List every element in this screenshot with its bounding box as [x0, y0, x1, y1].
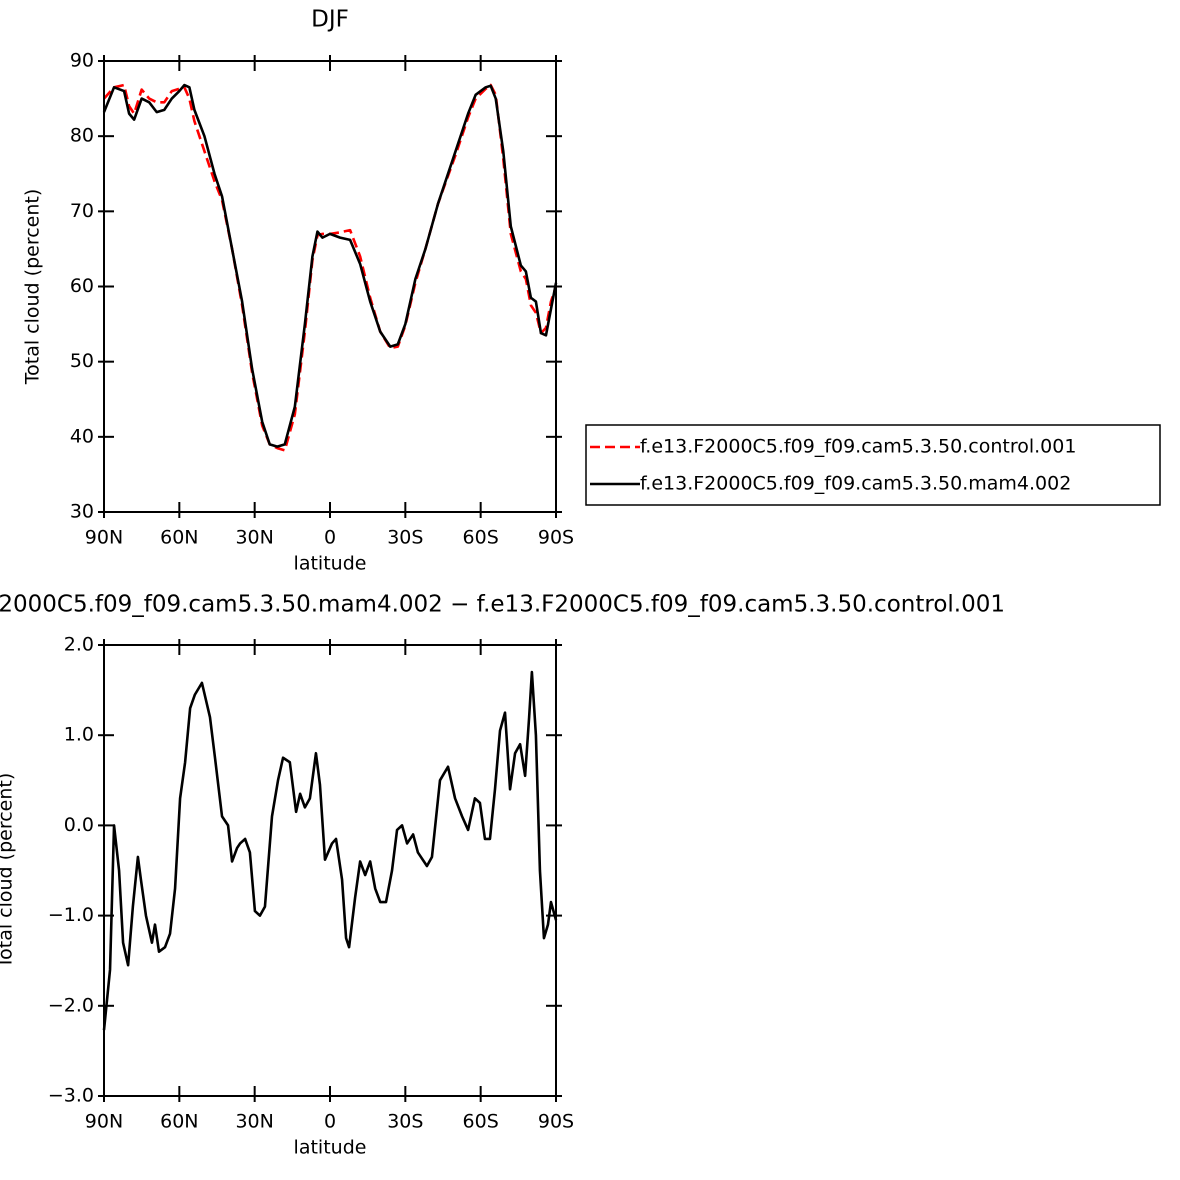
x-tick-label: 90S: [538, 1111, 574, 1133]
y-tick-label: 1.0: [64, 724, 94, 746]
x-axis-label: latitude: [294, 553, 367, 575]
chart-title: f.e13.F2000C5.f09_f09.cam5.3.50.mam4.002…: [0, 592, 1005, 618]
legend-box: [585, 424, 1161, 506]
plot-frame: [103, 644, 557, 1097]
data-line: [103, 83, 558, 452]
data-line: [102, 670, 558, 1031]
legend-label: f.e13.F2000C5.f09_f09.cam5.3.50.control.…: [640, 436, 1076, 458]
y-tick-label: 90: [70, 50, 94, 72]
y-tick-label: 40: [70, 425, 94, 447]
y-axis-label: Total cloud (percent): [0, 773, 17, 970]
x-tick-label: 30S: [387, 1111, 423, 1133]
x-tick-label: 30S: [387, 527, 423, 549]
y-tick-label: 60: [70, 275, 94, 297]
x-tick-label: 60N: [160, 527, 198, 549]
x-tick-label: 60S: [463, 1111, 499, 1133]
y-tick-label: 30: [70, 501, 94, 523]
y-tick-label: 50: [70, 350, 94, 372]
x-tick-label: 0: [324, 1111, 336, 1133]
x-tick-label: 60N: [160, 1111, 198, 1133]
plot-frame: [103, 60, 557, 513]
x-tick-label: 30N: [235, 527, 273, 549]
x-tick-label: 30N: [235, 1111, 273, 1133]
data-line: [102, 83, 558, 448]
chart-title: DJF: [311, 7, 349, 33]
y-tick-label: 70: [70, 200, 94, 222]
y-tick-label: 0.0: [64, 814, 94, 836]
x-tick-label: 90S: [538, 527, 574, 549]
x-tick-label: 60S: [463, 527, 499, 549]
y-tick-label: 80: [70, 125, 94, 147]
y-tick-label: −2.0: [48, 994, 94, 1016]
x-tick-label: 90N: [85, 1111, 123, 1133]
x-tick-label: 0: [324, 527, 336, 549]
y-tick-label: 2.0: [64, 634, 94, 656]
x-tick-label: 90N: [85, 527, 123, 549]
y-axis-label: Total cloud (percent): [22, 189, 44, 386]
y-tick-label: −1.0: [48, 904, 94, 926]
y-tick-label: −3.0: [48, 1085, 94, 1107]
x-axis-label: latitude: [294, 1137, 367, 1159]
legend-label: f.e13.F2000C5.f09_f09.cam5.3.50.mam4.002: [640, 473, 1071, 495]
